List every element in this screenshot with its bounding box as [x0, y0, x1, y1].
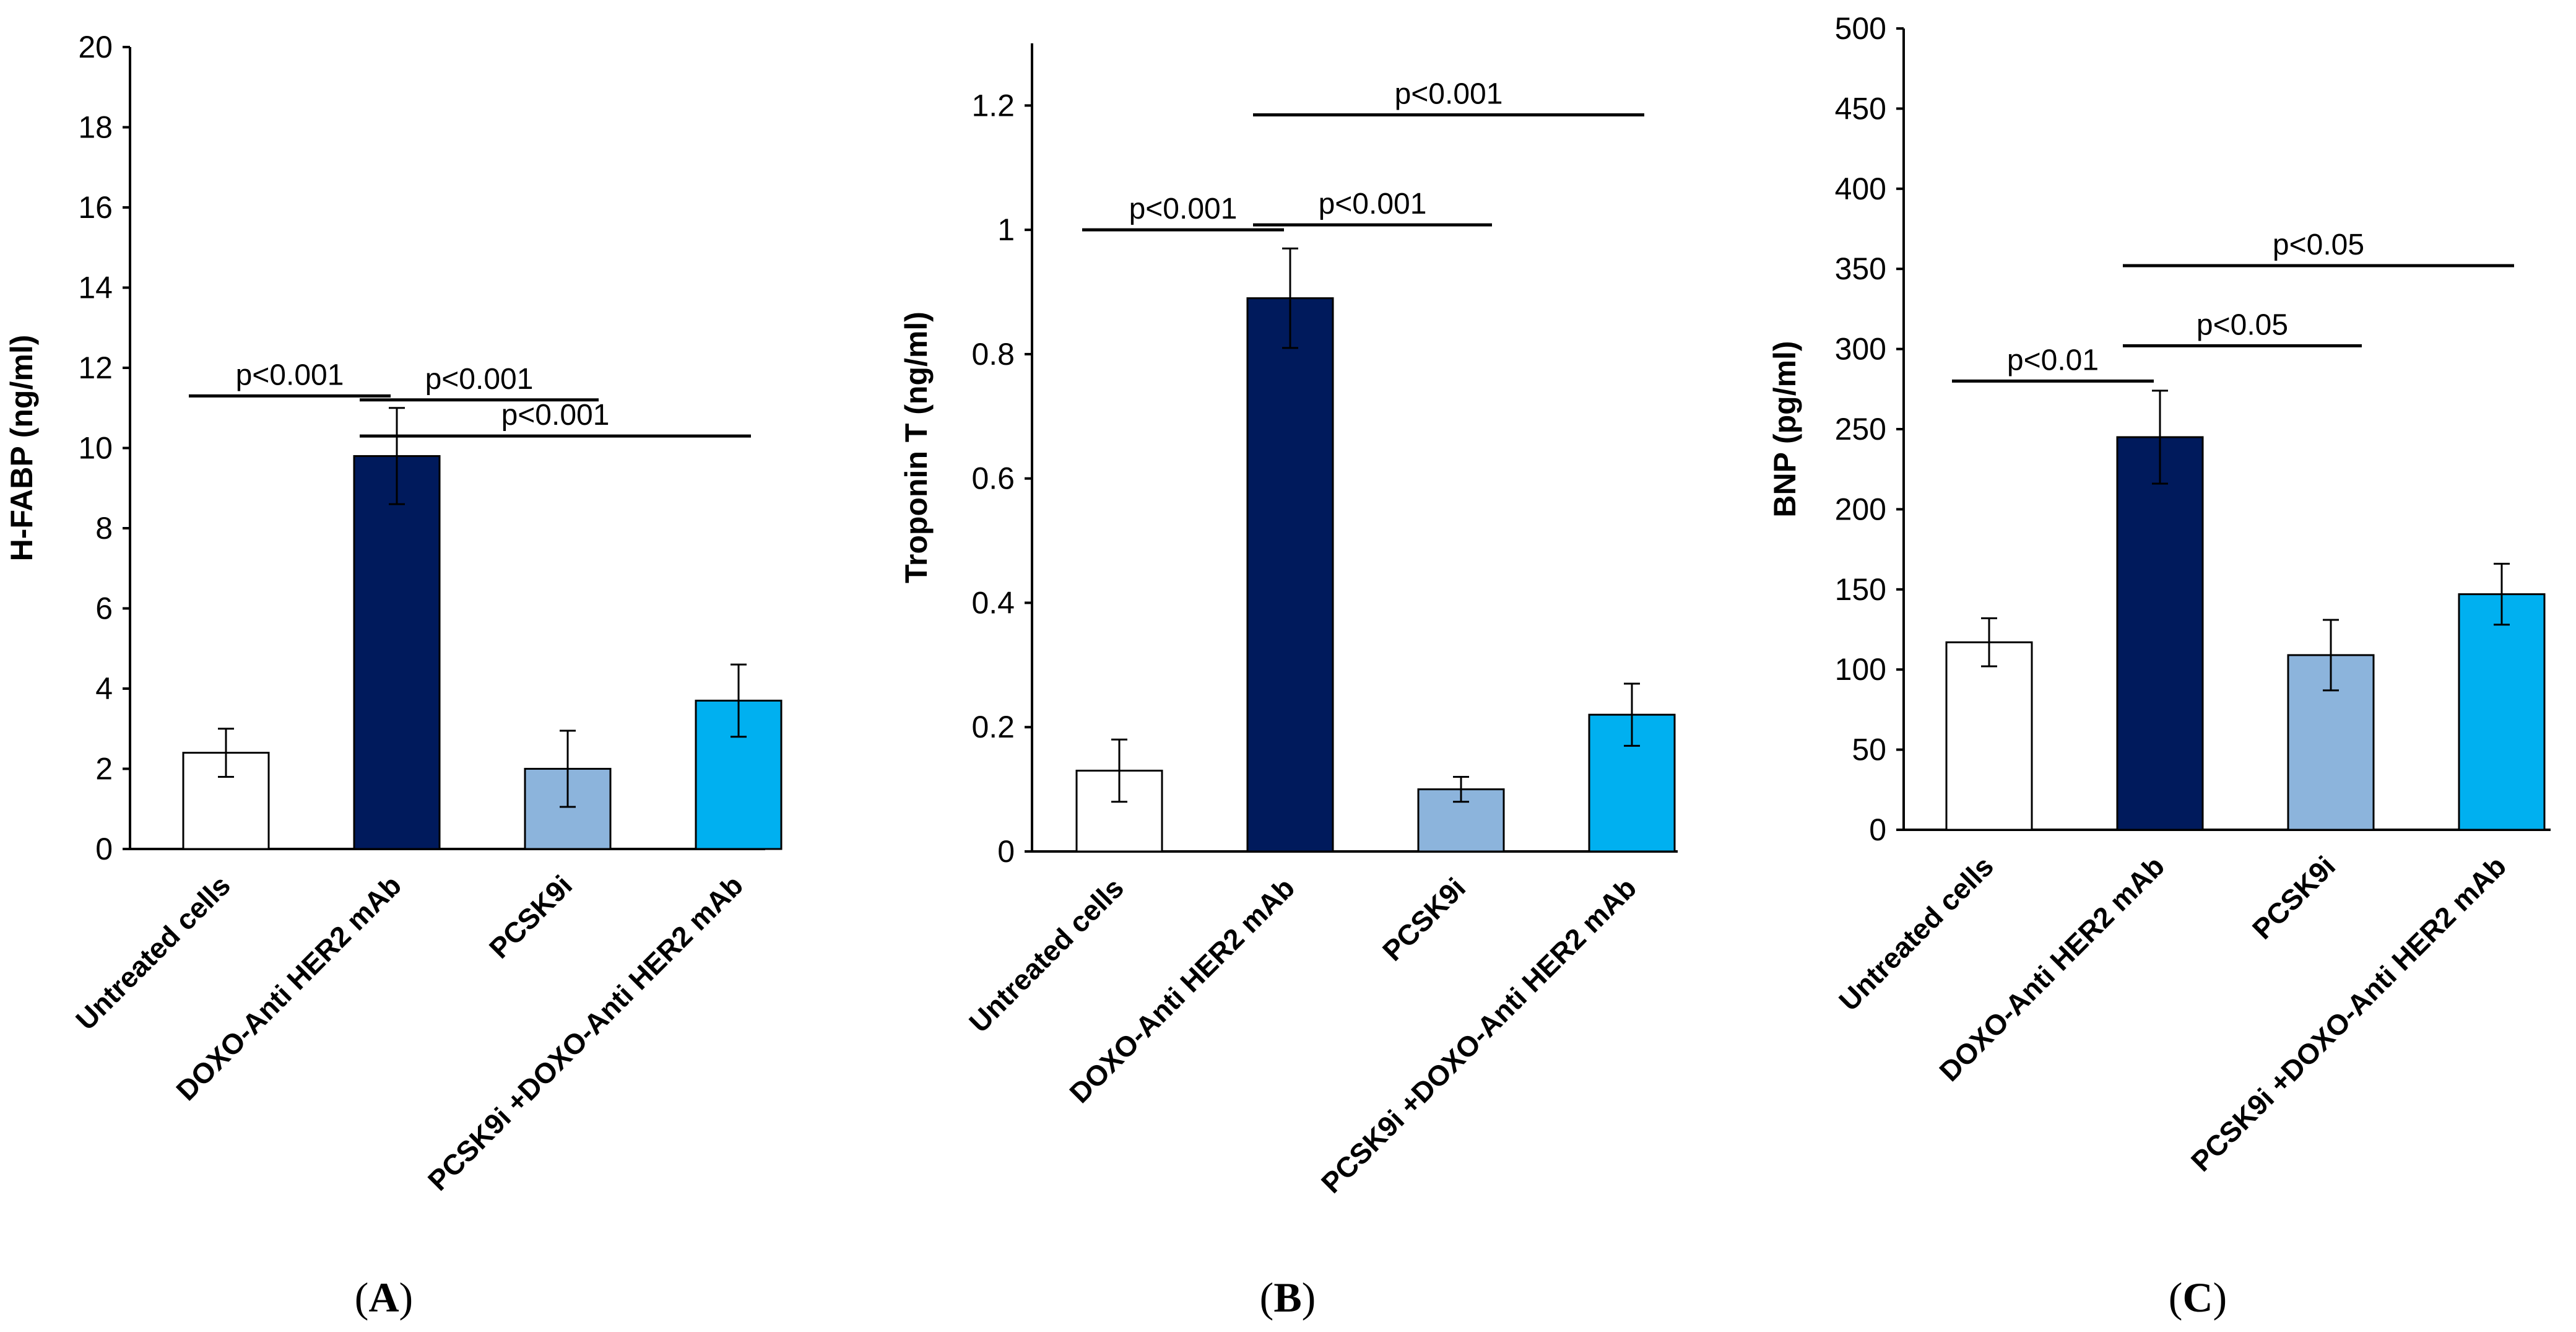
y-tick-label: 10 [78, 431, 113, 466]
significance-label: p<0.001 [425, 363, 534, 396]
significance-label: p<0.05 [2273, 229, 2364, 261]
y-tick-label: 0.6 [971, 461, 1015, 496]
panel-letter: A [368, 1274, 399, 1321]
panel-label: (A) [355, 1274, 413, 1321]
bar [2458, 593, 2546, 831]
y-tick-label: 500 [1835, 11, 1886, 46]
y-tick-label: 100 [1835, 652, 1886, 687]
category-label: Untreated cells [963, 871, 1130, 1038]
y-tick-label: 12 [78, 350, 113, 385]
y-tick-label: 0.8 [971, 337, 1015, 372]
y-tick-label: 0.4 [971, 585, 1015, 620]
y-tick-label: 0 [997, 834, 1015, 869]
panel-letter: B [1273, 1274, 1301, 1321]
panel-label: (C) [2169, 1274, 2227, 1321]
y-axis-title: Troponin T (ng/ml) [899, 311, 934, 583]
y-tick-label: 1.2 [971, 88, 1015, 123]
y-tick-label: 8 [95, 511, 113, 546]
y-axis-title: H-FABP (ng/ml) [4, 335, 39, 562]
significance-label: p<0.001 [1129, 193, 1238, 225]
y-tick-label: 0.2 [971, 710, 1015, 744]
y-tick-label: 0 [1869, 812, 1886, 847]
y-tick-label: 200 [1835, 492, 1886, 526]
significance-label: p<0.001 [501, 399, 610, 432]
y-tick-label: 50 [1852, 733, 1886, 767]
y-tick-label: 6 [95, 591, 113, 626]
y-tick-label: 14 [78, 271, 113, 305]
category-label: PCSK9i +DOXO-Anti HER2 mAb [1315, 871, 1642, 1199]
category-label: PCSK9i +DOXO-Anti HER2 mAb [2185, 850, 2512, 1177]
y-tick-label: 300 [1835, 332, 1886, 367]
significance-label: p<0.001 [1395, 77, 1503, 110]
bar [1246, 297, 1334, 853]
bar [2116, 436, 2204, 831]
bar [1945, 641, 2033, 831]
y-tick-label: 250 [1835, 412, 1886, 446]
significance-label: p<0.001 [236, 359, 344, 391]
bar [182, 752, 270, 850]
significance-label: p<0.001 [1319, 188, 1427, 220]
y-tick-label: 20 [78, 30, 113, 64]
y-tick-label: 16 [78, 190, 113, 225]
category-label: PCSK9i [2246, 850, 2341, 945]
category-label: PCSK9i [1376, 871, 1472, 967]
y-tick-label: 450 [1835, 91, 1886, 126]
y-tick-label: 2 [95, 752, 113, 786]
y-tick-label: 1 [997, 212, 1015, 247]
y-tick-label: 18 [78, 110, 113, 145]
category-label: PCSK9i +DOXO-Anti HER2 mAb [422, 869, 749, 1196]
significance-label: p<0.05 [2197, 308, 2288, 341]
panel-label: (B) [1260, 1274, 1316, 1321]
panel-letter: C [2182, 1274, 2213, 1321]
y-tick-label: 350 [1835, 251, 1886, 286]
bar [353, 455, 441, 850]
category-label: Untreated cells [1832, 850, 2000, 1017]
y-tick-label: 400 [1835, 172, 1886, 206]
significance-label: p<0.01 [2007, 344, 2099, 377]
y-tick-label: 150 [1835, 572, 1886, 607]
category-label: PCSK9i [483, 869, 578, 964]
y-tick-label: 4 [95, 671, 113, 706]
category-label: Untreated cells [69, 869, 236, 1036]
y-tick-label: 0 [95, 832, 113, 866]
y-axis-title: BNP (pg/ml) [1767, 341, 1802, 517]
